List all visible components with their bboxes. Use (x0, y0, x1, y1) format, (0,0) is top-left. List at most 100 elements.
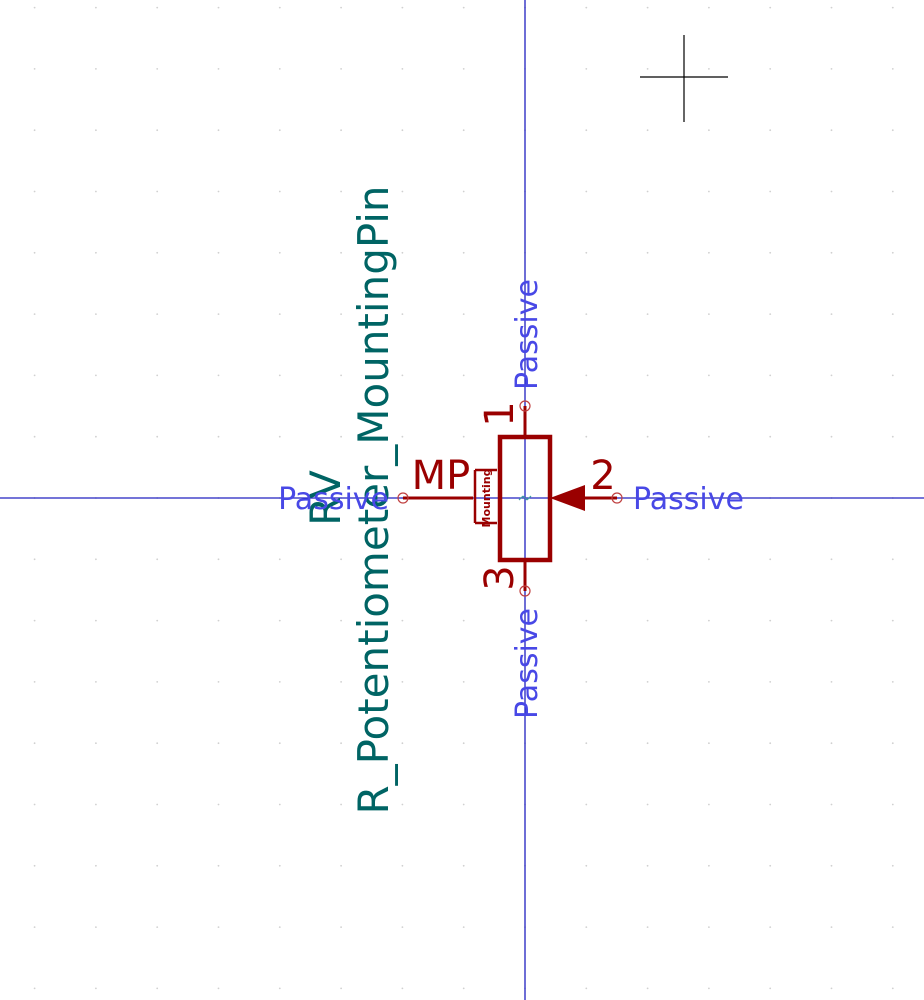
grid-dot (401, 742, 404, 745)
grid-dot (830, 742, 833, 745)
grid-dot (585, 435, 588, 438)
grid-dot (156, 129, 159, 132)
grid-dot (708, 987, 710, 990)
grid-dot (708, 619, 710, 622)
grid-dot (156, 374, 159, 377)
grid-dot (95, 803, 97, 806)
grid-dot (401, 129, 404, 132)
grid-dot (830, 6, 833, 9)
grid-dot (217, 803, 220, 806)
grid-dot (217, 435, 220, 438)
grid-dot (585, 803, 588, 806)
grid-dot (830, 374, 833, 377)
grid-dot (585, 190, 588, 193)
grid-dot (278, 435, 281, 438)
grid-dot (156, 251, 159, 254)
grid-dot (156, 68, 159, 70)
grid-dot (156, 619, 159, 622)
grid-dot (708, 926, 710, 928)
pin-3[interactable] (519, 560, 531, 597)
grid-dot (462, 251, 465, 254)
grid-dot (33, 190, 36, 193)
pin-mp[interactable] (397, 492, 473, 504)
grid-dot (708, 251, 710, 254)
pin-2[interactable] (585, 492, 623, 504)
grid-dot (156, 987, 159, 990)
grid-dot (769, 681, 772, 683)
grid-dot (462, 435, 465, 438)
grid-dot (340, 6, 342, 9)
grid-dot (462, 129, 465, 132)
mounting-plate (473, 468, 497, 525)
grid-dot (340, 129, 342, 132)
grid-dot (646, 6, 649, 9)
grid-dot (33, 864, 36, 867)
grid-dot (891, 619, 894, 622)
grid-dot (95, 619, 97, 622)
potentiometer-body[interactable] (497, 434, 553, 563)
grid-dot (646, 251, 649, 254)
grid-dot (462, 864, 465, 867)
grid-dot (401, 6, 404, 9)
grid-dot (401, 681, 404, 683)
grid-dot (769, 926, 772, 928)
grid-dot (646, 190, 649, 193)
grid-dot (217, 251, 220, 254)
grid-dot (708, 681, 710, 683)
grid-dot (891, 190, 894, 193)
mounting-label: Mounting (480, 469, 493, 528)
grid-dot (401, 803, 404, 806)
grid-dot (156, 803, 159, 806)
grid-dot (95, 681, 97, 683)
grid-dot (585, 742, 588, 745)
grid-dot (95, 313, 97, 315)
grid-dot (278, 190, 281, 193)
grid-dot (769, 435, 772, 438)
grid-dot (830, 68, 833, 70)
grid-dot (769, 190, 772, 193)
grid-dot (891, 129, 894, 132)
grid-dot (401, 374, 404, 377)
grid-dot (462, 987, 465, 990)
grid-dot (217, 681, 220, 683)
grid-dot (585, 558, 588, 561)
grid-dot (708, 6, 710, 9)
grid-dot (156, 558, 159, 561)
grid-dot (708, 374, 710, 377)
grid-dot (401, 987, 404, 990)
grid-dot (401, 435, 404, 438)
grid-dot (217, 742, 220, 745)
grid-dot (156, 190, 159, 193)
value-field[interactable]: R_Potentiometer_MountingPin (349, 185, 398, 814)
grid-dot (33, 313, 36, 315)
grid-dot (891, 864, 894, 867)
grid-dot (708, 129, 710, 132)
grid-dot (708, 68, 710, 70)
grid-dot (340, 926, 342, 928)
grid-dot (156, 681, 159, 683)
grid-dot (585, 926, 588, 928)
grid-dot (830, 313, 833, 315)
grid-dot (33, 68, 36, 70)
grid-dot (95, 864, 97, 867)
grid-dot (278, 742, 281, 745)
grid-dot (217, 374, 220, 377)
grid-dot (95, 190, 97, 193)
grid-dot (769, 6, 772, 9)
grid-dot (891, 435, 894, 438)
grid-dot (340, 313, 342, 315)
grid-dot (708, 558, 710, 561)
grid-dot (769, 619, 772, 622)
grid-dot (33, 681, 36, 683)
grid-dot (95, 129, 97, 132)
pin-1[interactable] (519, 400, 531, 437)
grid-dot (33, 926, 36, 928)
grid-dot (95, 374, 97, 377)
grid-dot (462, 68, 465, 70)
reference-field[interactable]: RV (301, 470, 350, 526)
grid-dot (769, 68, 772, 70)
grid-dot (217, 190, 220, 193)
grid-dot (340, 864, 342, 867)
grid-dot (217, 926, 220, 928)
